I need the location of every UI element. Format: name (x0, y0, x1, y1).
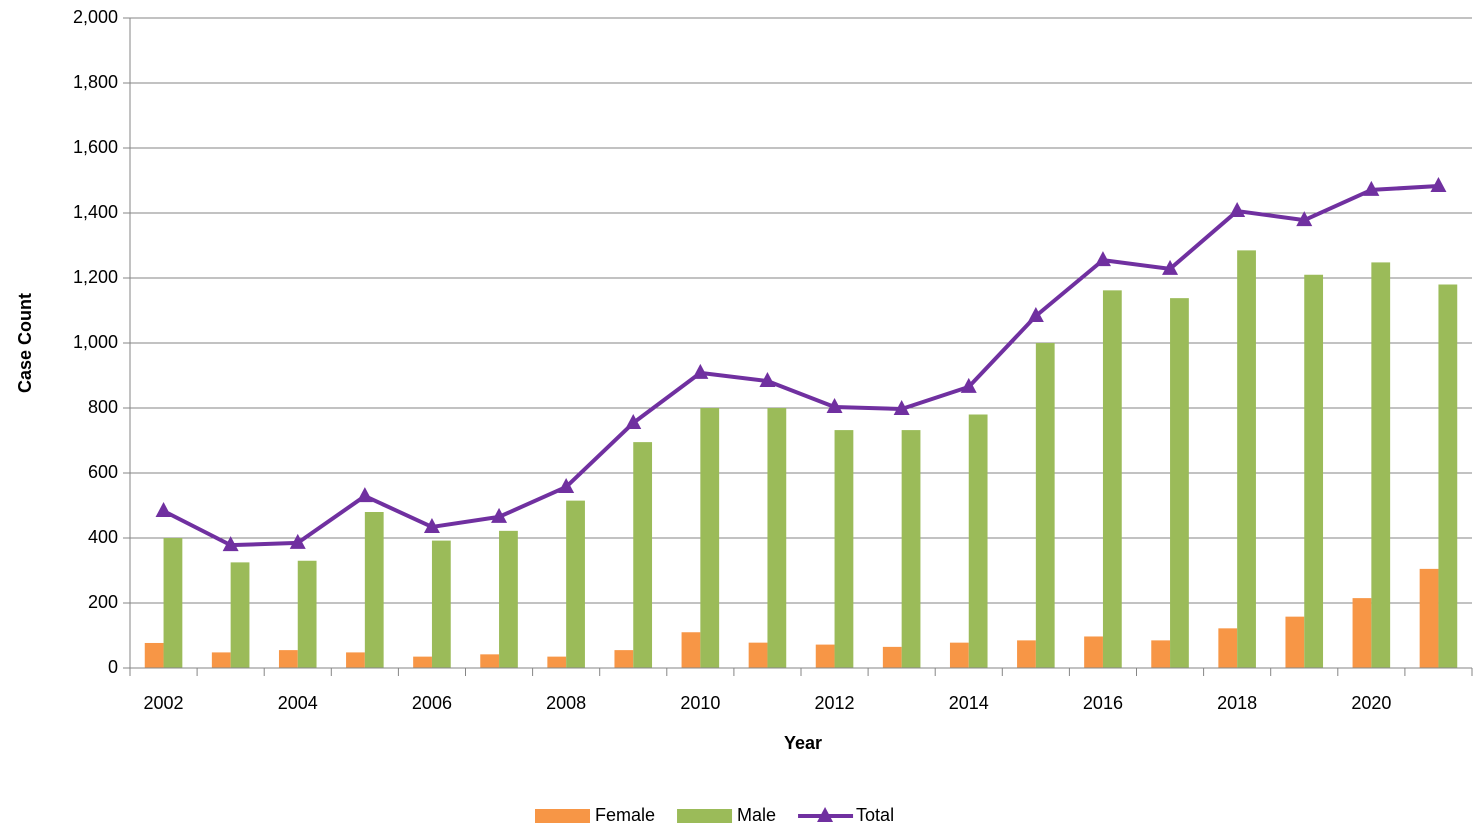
marker (1162, 259, 1179, 275)
x-tick-label: 2012 (815, 693, 855, 713)
legend-swatch (535, 809, 590, 823)
bar (480, 654, 500, 668)
y-tick-label: 2,000 (73, 7, 118, 27)
bar (968, 414, 988, 668)
bar (767, 408, 787, 668)
x-tick-label: 2016 (1083, 693, 1123, 713)
bar (1170, 298, 1189, 668)
bar (163, 538, 183, 668)
bar (566, 500, 585, 668)
bar (1352, 598, 1372, 668)
marker (960, 377, 977, 393)
bar (1237, 250, 1256, 668)
bar (882, 646, 902, 668)
y-tick-label: 1,600 (73, 137, 118, 157)
marker (1363, 180, 1380, 196)
bar (1304, 274, 1324, 668)
marker (1229, 202, 1246, 218)
y-tick-label: 1,200 (73, 267, 118, 287)
bar (211, 652, 231, 668)
bar (614, 650, 634, 668)
bar (1438, 284, 1458, 668)
x-tick-label: 2010 (680, 693, 720, 713)
x-tick-label: 2014 (949, 693, 989, 713)
bar (431, 540, 451, 668)
marker (1027, 307, 1044, 323)
y-tick-label: 800 (88, 397, 118, 417)
bar (1218, 628, 1238, 668)
bar (815, 644, 835, 668)
marker (826, 398, 843, 414)
y-tick-label: 600 (88, 462, 118, 482)
bar (633, 442, 653, 668)
y-tick-label: 0 (108, 657, 118, 677)
marker (423, 517, 440, 533)
legend-swatch (677, 809, 733, 823)
y-tick-label: 200 (88, 592, 118, 612)
x-tick-label: 2004 (278, 693, 318, 713)
bar (748, 642, 768, 668)
bar (413, 656, 432, 668)
marker (491, 507, 508, 523)
marker (356, 487, 373, 503)
bar (681, 632, 701, 668)
x-axis-title: Year (784, 733, 822, 753)
x-tick-label: 2002 (144, 693, 184, 713)
marker (1296, 211, 1313, 227)
bar (1035, 343, 1055, 668)
bar (1371, 262, 1391, 668)
bar (364, 512, 384, 668)
bar (230, 562, 250, 668)
marker (155, 502, 172, 518)
y-tick-label: 400 (88, 527, 118, 547)
y-axis-title: Case Count (15, 293, 35, 393)
line (162, 184, 1439, 548)
bar (901, 430, 921, 668)
legend-label: Male (737, 805, 776, 825)
bar (1102, 290, 1122, 668)
bar (700, 408, 720, 668)
marker (625, 413, 642, 429)
bar (1285, 616, 1305, 668)
marker (893, 399, 910, 415)
x-tick-label: 2006 (412, 693, 452, 713)
bar (499, 530, 518, 668)
bar (949, 642, 969, 668)
marker (692, 363, 709, 379)
x-tick-label: 2008 (546, 693, 586, 713)
marker (1094, 251, 1111, 267)
x-tick-label: 2018 (1217, 693, 1257, 713)
legend-swatch (817, 807, 834, 822)
bar (1151, 640, 1171, 668)
marker (759, 372, 776, 388)
bar (547, 656, 567, 668)
bar (1017, 640, 1036, 668)
marker (289, 533, 306, 549)
bar (278, 650, 298, 668)
bar (1084, 636, 1103, 668)
legend-label: Female (595, 805, 655, 825)
bar (1419, 568, 1439, 668)
bar (144, 642, 164, 668)
y-tick-label: 1,800 (73, 72, 118, 92)
y-tick-label: 1,000 (73, 332, 118, 352)
x-tick-label: 2020 (1351, 693, 1391, 713)
bar (346, 652, 365, 668)
marker (1430, 177, 1447, 193)
marker (558, 477, 575, 493)
marker (222, 536, 239, 552)
bar (834, 430, 854, 668)
legend-label: Total (856, 805, 894, 825)
y-tick-label: 1,400 (73, 202, 118, 222)
bar (297, 560, 317, 668)
